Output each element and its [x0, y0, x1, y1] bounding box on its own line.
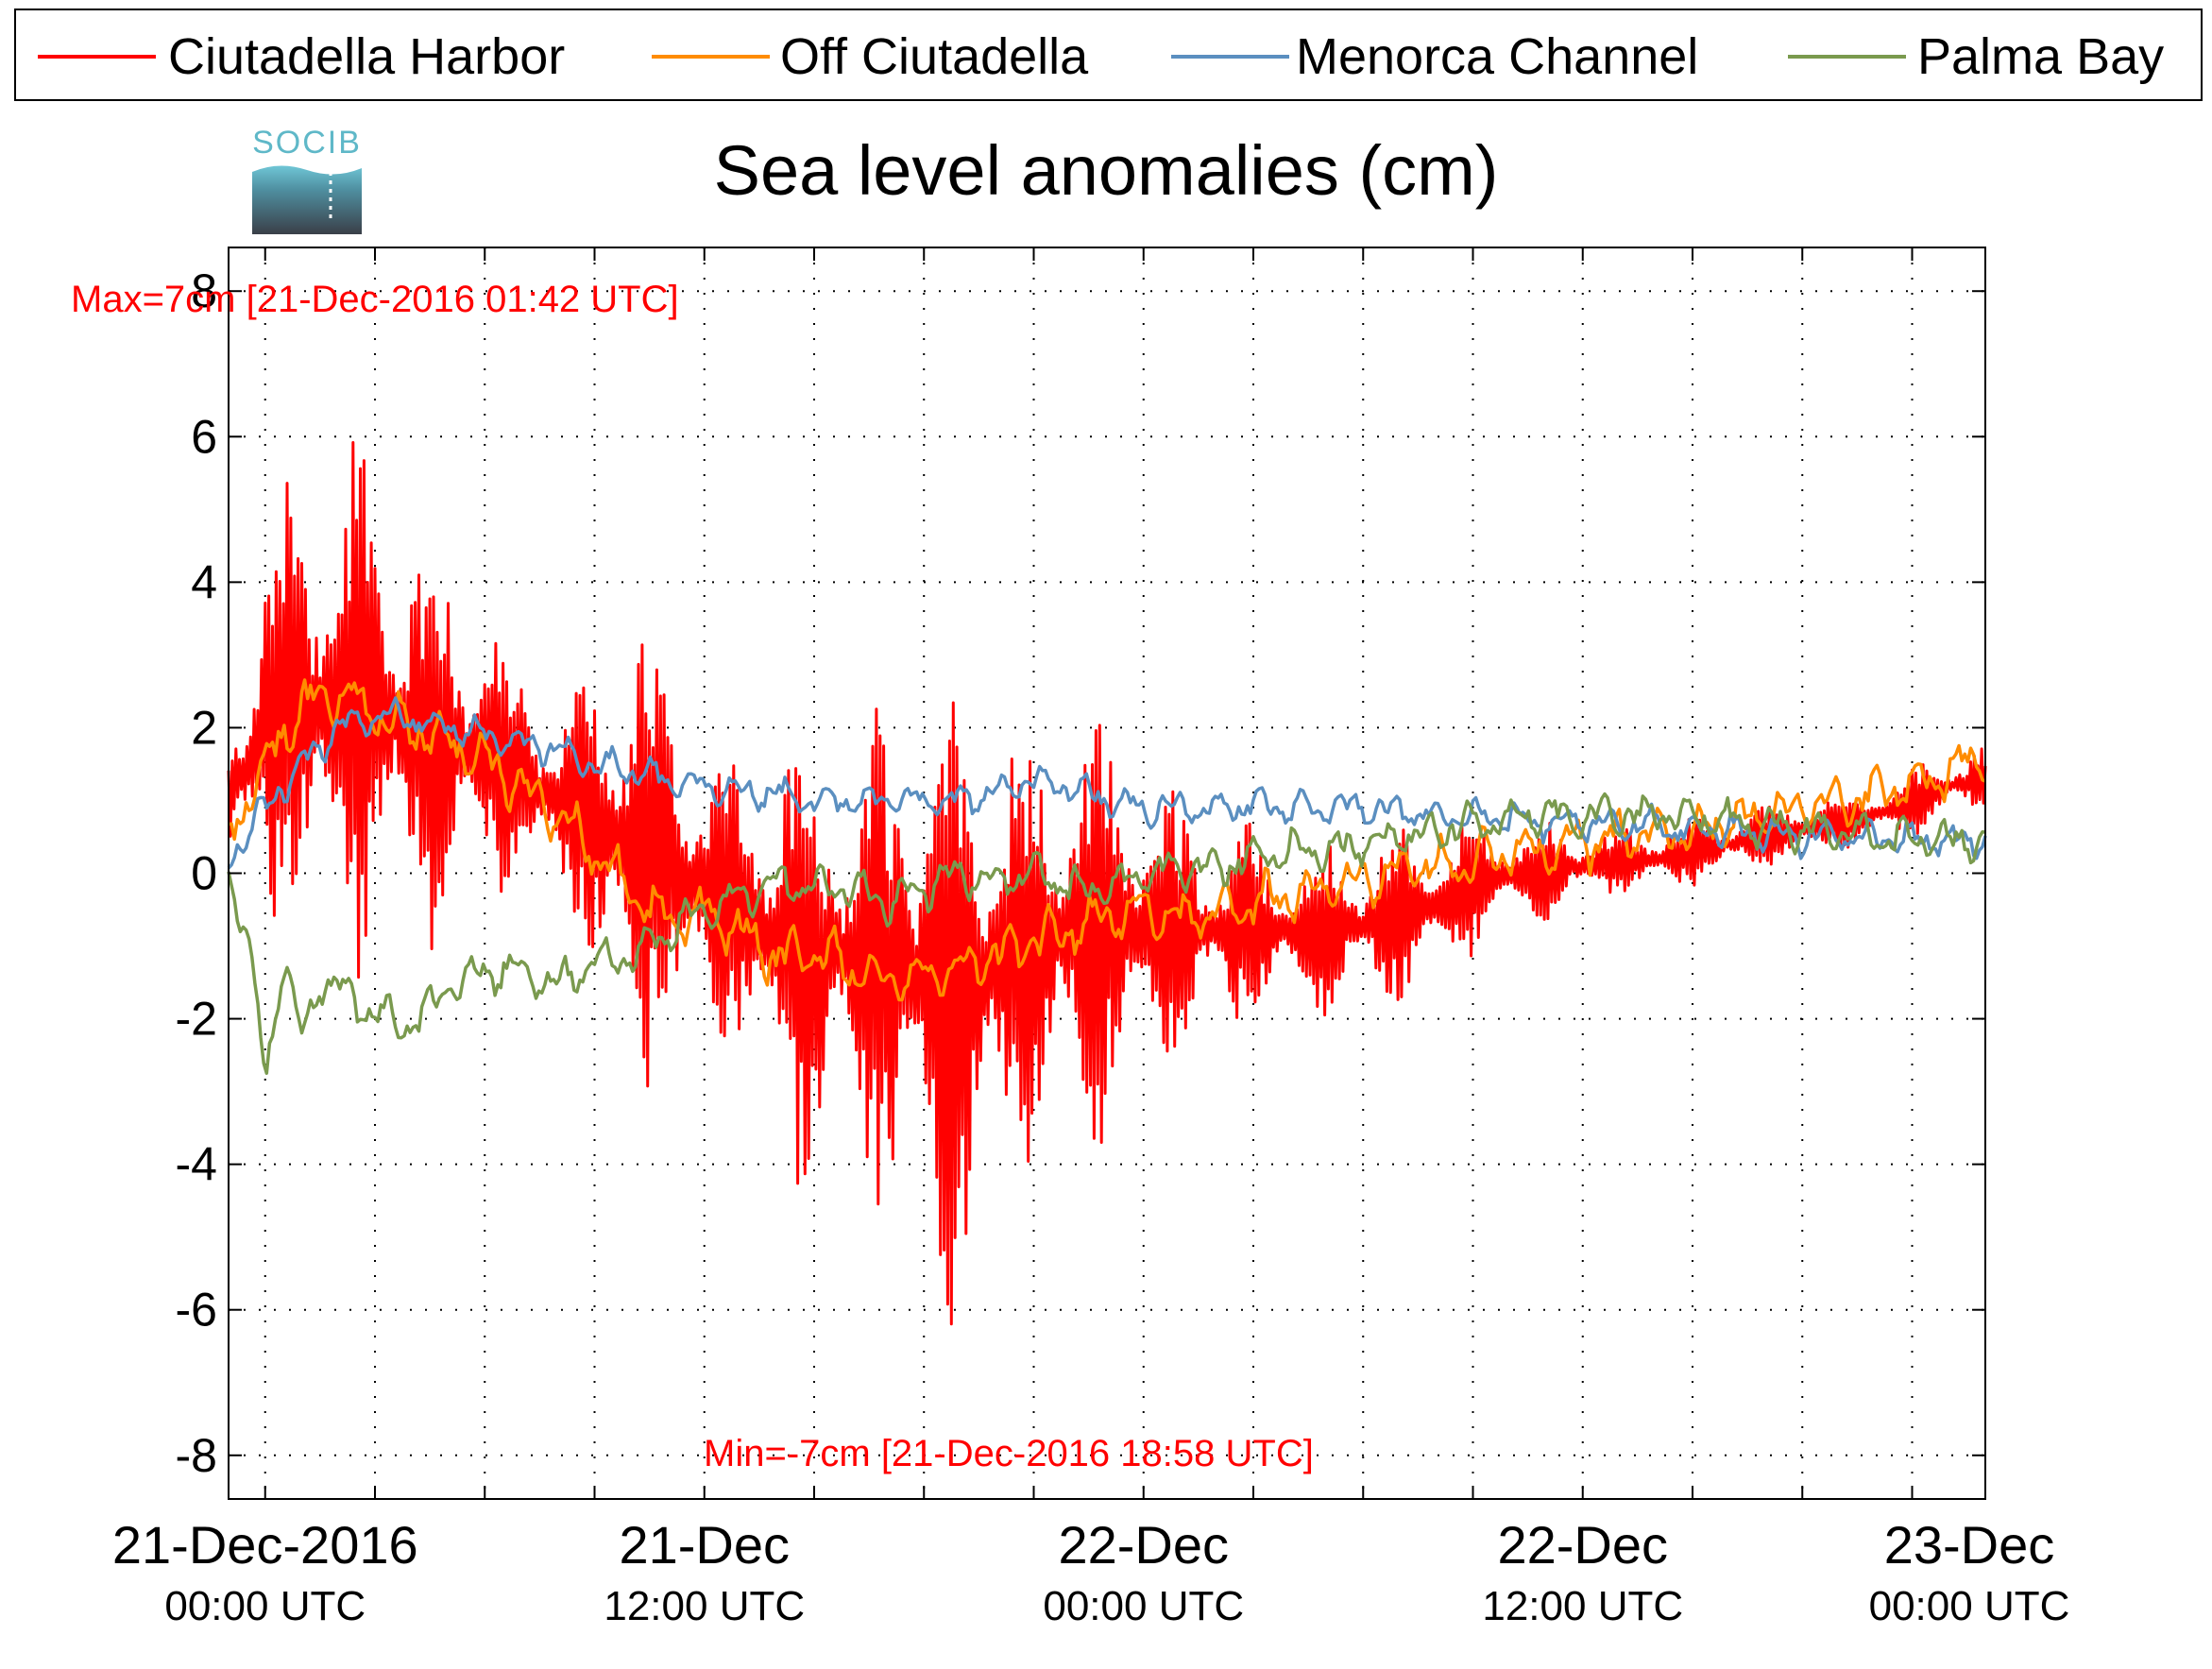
x-tick-label-1: 21-Dec [619, 1515, 790, 1575]
grid [229, 247, 1985, 1499]
legend-label-2: Menorca Channel [1296, 28, 1698, 85]
legend-label-0: Ciutadella Harbor [168, 28, 565, 85]
y-tick-label-4: 0 [191, 847, 217, 900]
y-tick-label-6: 4 [191, 555, 217, 608]
plot-area: -8 -6 -4 -2 0 2 4 6 8 21-Dec-2016 00:00 UTC 21-Dec 1… [71, 247, 2069, 1629]
y-tick-label-3: -2 [176, 993, 217, 1046]
series-line-off-ciutadella [228, 678, 1986, 1002]
x-tick-sublabel-0: 00:00 UTC [164, 1583, 366, 1629]
legend-item-3: Palma Bay [1788, 28, 2164, 85]
socib-logo: SOCIB [252, 125, 362, 234]
logo-wave-block [252, 165, 362, 234]
legend-label-1: Off Ciutadella [780, 28, 1089, 85]
annotation-min: Min=-7cm [21-Dec-2016 18:58 UTC] [704, 1433, 1314, 1474]
y-tick-label-8: 8 [191, 264, 217, 317]
x-tick-label-3: 22-Dec [1497, 1515, 1668, 1575]
x-tick-label-0: 21-Dec-2016 [112, 1515, 418, 1575]
y-tick-label-2: -4 [176, 1138, 217, 1191]
x-tick-sublabel-2: 00:00 UTC [1043, 1583, 1244, 1629]
x-tick-label-4: 23-Dec [1884, 1515, 2055, 1575]
y-tick-label-0: -8 [176, 1429, 217, 1482]
axis-ticks: -8 -6 -4 -2 0 2 4 6 8 21-Dec-2016 00:00 UTC 21-Dec 1… [112, 247, 2070, 1629]
annotation-max: Max=7cm [21-Dec-2016 01:42 UTC] [71, 279, 679, 320]
series-layer [227, 441, 1987, 1326]
chart-title: Sea level anomalies (cm) [714, 131, 1499, 210]
annotations: Max=7cm [21-Dec-2016 01:42 UTC] Min=-7cm … [71, 279, 1314, 1474]
x-tick-sublabel-3: 12:00 UTC [1482, 1583, 1683, 1629]
legend: Ciutadella Harbor Off Ciutadella Menorca… [14, 9, 2203, 101]
legend-item-0: Ciutadella Harbor [38, 28, 565, 85]
y-tick-label-1: -6 [176, 1284, 217, 1337]
legend-item-2: Menorca Channel [1171, 28, 1698, 85]
x-tick-sublabel-4: 00:00 UTC [1869, 1583, 2070, 1629]
series-line-menorca-channel [227, 696, 1987, 870]
series-line-palma-bay [227, 792, 1986, 1075]
y-tick-label-7: 6 [191, 410, 217, 463]
x-tick-label-2: 22-Dec [1058, 1515, 1229, 1575]
logo-text: SOCIB [252, 125, 362, 161]
y-tick-label-5: 2 [191, 701, 217, 754]
legend-label-3: Palma Bay [1917, 28, 2164, 85]
legend-item-1: Off Ciutadella [652, 28, 1089, 85]
x-tick-sublabel-1: 12:00 UTC [604, 1583, 805, 1629]
